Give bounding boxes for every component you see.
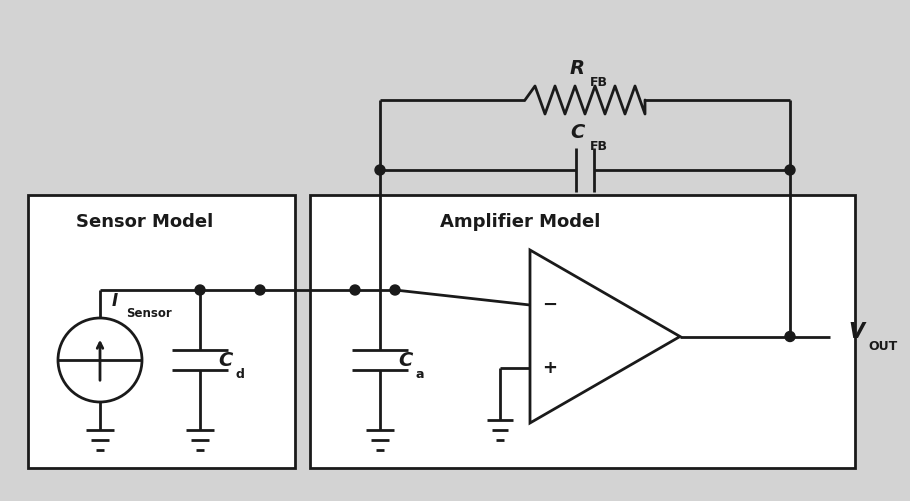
Text: I: I	[112, 292, 118, 310]
FancyBboxPatch shape	[310, 195, 855, 468]
Text: V: V	[848, 323, 864, 343]
Text: C: C	[570, 123, 584, 141]
Circle shape	[785, 165, 795, 175]
Circle shape	[350, 285, 360, 295]
FancyBboxPatch shape	[28, 195, 295, 468]
Circle shape	[255, 285, 265, 295]
Circle shape	[375, 165, 385, 175]
Text: C: C	[218, 351, 232, 370]
Circle shape	[390, 285, 400, 295]
Text: FB: FB	[590, 139, 608, 152]
Text: d: d	[236, 369, 245, 381]
Circle shape	[195, 285, 205, 295]
Text: Sensor: Sensor	[126, 307, 172, 320]
Polygon shape	[530, 250, 680, 423]
Text: FB: FB	[590, 76, 608, 89]
Text: +: +	[542, 359, 558, 377]
Text: OUT: OUT	[868, 340, 897, 353]
Text: C: C	[398, 351, 412, 370]
Text: a: a	[416, 369, 424, 381]
Text: −: −	[542, 296, 558, 314]
Text: Sensor Model: Sensor Model	[76, 213, 214, 231]
Text: R: R	[570, 59, 584, 78]
Text: Amplifier Model: Amplifier Model	[440, 213, 601, 231]
Circle shape	[785, 332, 795, 342]
